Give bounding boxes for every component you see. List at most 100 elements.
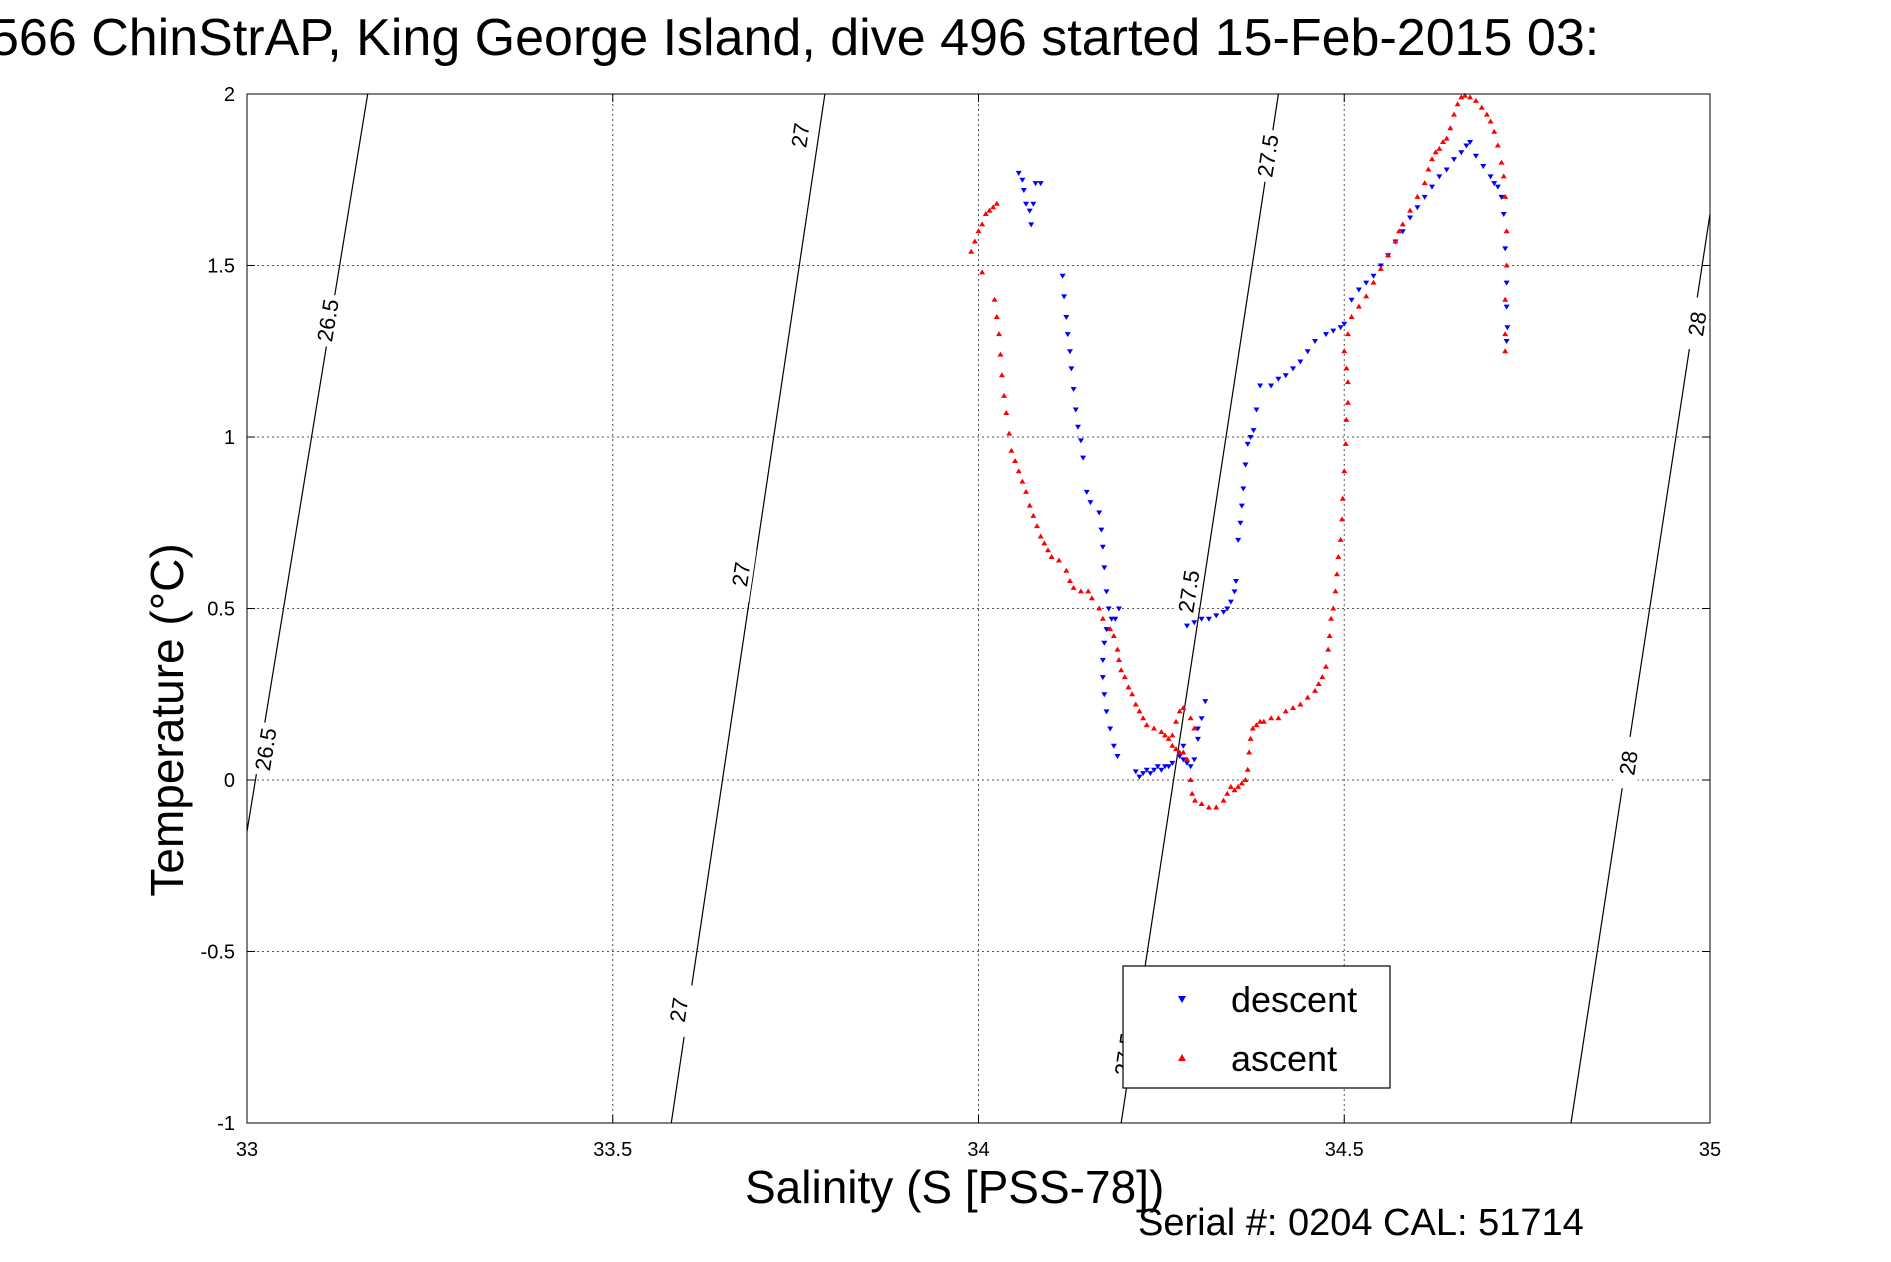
ascent-point [1502,331,1509,337]
ascent-point [1377,265,1384,271]
ascent-point [1242,777,1249,782]
ascent-point [1006,430,1013,436]
ascent-point [1319,674,1326,680]
ascent-point [1503,262,1510,268]
ascent-point [1447,125,1454,131]
ascent-point [1432,149,1439,155]
ascent-point [1169,732,1176,738]
ascent-point [1220,797,1227,803]
descent-point [1191,757,1198,763]
y-axis-label: Temperature (°C) [141,543,193,897]
y-tick-label: 2 [224,84,235,106]
descent-point [1140,771,1147,777]
ascent-point [1235,783,1242,789]
ascent-point [1425,166,1432,172]
descent-point [1020,188,1027,194]
ascent-point [1472,97,1479,103]
ascent-point [1189,790,1196,796]
contour-label-background [662,982,695,1038]
ascent-point [1244,766,1251,772]
data-points [968,92,1511,810]
ascent-point [1344,399,1351,405]
descent-point [1059,273,1066,279]
ascent-point [1003,409,1010,415]
descent-point [1080,455,1087,461]
descent-point [1370,273,1377,279]
descent-point [1500,212,1507,218]
ascent-point [1008,447,1015,453]
descent-point [1151,767,1158,773]
ascent-point [1503,228,1510,234]
descent-point [1169,760,1176,766]
y-tick-label: -0.5 [201,942,235,964]
descent-point [1480,164,1487,170]
ascent-point [1342,440,1349,446]
ascent-point [1392,238,1399,244]
descent-point [1504,325,1511,331]
descent-point [1103,589,1110,595]
descent-point [1154,764,1161,770]
descent-point [1414,205,1421,211]
ascent-point [1260,718,1267,724]
descent-point [1191,620,1198,626]
ascent-point [1407,207,1414,213]
ascent-point [1440,139,1447,145]
contour-label: 27 [665,996,693,1024]
ascent-point [1055,557,1062,563]
ascent-point [1096,605,1103,611]
descent-point [1503,338,1510,344]
descent-point [1061,294,1068,300]
descent-point [1247,435,1254,440]
contour-label-background [1251,128,1284,184]
descent-point [1458,150,1465,156]
descent-point [1019,177,1026,183]
ascent-point [993,200,1000,206]
ascent-point [1502,193,1509,199]
ascent-point [1304,694,1311,700]
descent-point [1237,520,1244,526]
ascent-point [1494,142,1501,148]
ascent-point [1339,495,1346,501]
descent-point [1268,383,1275,389]
ascent-point [1176,708,1183,714]
descent-point [1077,438,1084,444]
descent-point [1101,640,1108,646]
ascent-point [1118,667,1125,673]
descent-point [1110,743,1117,749]
ascent-point [1315,680,1322,686]
ascent-point [1238,780,1245,786]
descent-point [1026,208,1033,214]
contour-label-background [311,292,344,348]
ascent-point [1436,145,1443,151]
descent-point [1503,304,1510,310]
ascent-point [1099,615,1106,621]
descent-point [1467,140,1474,146]
ascent-point [1107,626,1114,632]
descent-point [1238,503,1245,509]
ascent-point [1355,303,1362,309]
descent-point [1355,287,1362,293]
descent-point [1087,500,1094,506]
descent-point [1105,606,1112,612]
ascent-point [1275,715,1282,721]
ascent-point [1224,790,1231,796]
descent-point [1231,589,1238,595]
descent-point [1363,280,1370,286]
x-tick-label: 33.5 [593,1139,632,1161]
descent-point [1180,743,1187,749]
descent-point [1337,325,1344,331]
ascent-point [1461,92,1468,98]
ascent-point [1290,704,1297,710]
ascent-point [1132,701,1139,707]
ascent-point [1026,502,1033,508]
ascent-point [979,221,986,227]
ascent-point [1487,118,1494,124]
ascent-point [971,238,978,244]
ascent-point [1282,708,1289,714]
ascent-point [1348,313,1355,319]
descent-point [1107,726,1114,732]
ascent-point [1332,588,1339,594]
y-tick-label: 1.5 [207,256,235,278]
descent-point [1198,716,1205,722]
